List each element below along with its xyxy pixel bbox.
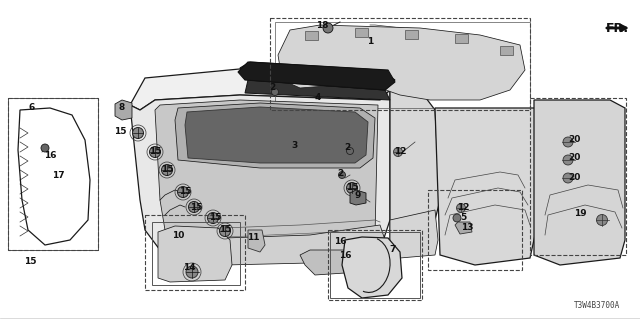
- Circle shape: [189, 202, 200, 212]
- Text: 1: 1: [367, 37, 373, 46]
- Text: 15: 15: [219, 226, 231, 235]
- Text: 15: 15: [179, 188, 191, 196]
- Text: 5: 5: [460, 213, 466, 222]
- Polygon shape: [155, 100, 378, 245]
- Bar: [270, 18, 530, 110]
- Polygon shape: [238, 62, 395, 90]
- Text: 4: 4: [315, 93, 321, 102]
- Text: 16: 16: [44, 150, 56, 159]
- Polygon shape: [455, 34, 468, 43]
- Polygon shape: [305, 31, 318, 40]
- Polygon shape: [455, 222, 472, 234]
- Text: 19: 19: [573, 209, 586, 218]
- Circle shape: [41, 144, 49, 152]
- Text: 2: 2: [269, 84, 275, 92]
- Polygon shape: [435, 108, 535, 265]
- Bar: [145, 215, 245, 290]
- Polygon shape: [300, 250, 375, 275]
- Bar: [8, 98, 98, 250]
- Polygon shape: [248, 230, 265, 252]
- Circle shape: [323, 23, 333, 33]
- Text: 15: 15: [148, 148, 161, 156]
- Circle shape: [563, 137, 573, 147]
- Text: 9: 9: [355, 191, 361, 201]
- Text: 20: 20: [568, 135, 580, 145]
- Polygon shape: [342, 237, 402, 298]
- Text: 15: 15: [346, 183, 358, 193]
- Text: 15: 15: [209, 213, 221, 222]
- Text: 7: 7: [390, 245, 396, 254]
- Polygon shape: [390, 90, 440, 250]
- Text: 11: 11: [247, 233, 259, 242]
- Polygon shape: [390, 210, 438, 258]
- Text: T3W4B3700A: T3W4B3700A: [573, 301, 620, 310]
- Text: 15: 15: [189, 203, 202, 212]
- Circle shape: [453, 214, 461, 222]
- Text: 2: 2: [344, 143, 350, 153]
- Text: 15: 15: [24, 258, 36, 267]
- Circle shape: [132, 127, 143, 139]
- Bar: [428, 190, 522, 270]
- Polygon shape: [278, 25, 525, 100]
- Polygon shape: [185, 107, 368, 163]
- Polygon shape: [160, 225, 385, 265]
- Circle shape: [220, 226, 230, 236]
- Text: 18: 18: [316, 20, 328, 29]
- Circle shape: [271, 89, 278, 95]
- Text: 16: 16: [333, 237, 346, 246]
- Text: 15: 15: [161, 165, 173, 174]
- Text: 12: 12: [394, 148, 406, 156]
- Text: 8: 8: [119, 102, 125, 111]
- Text: 14: 14: [182, 263, 195, 273]
- Polygon shape: [130, 90, 390, 260]
- Circle shape: [394, 148, 403, 156]
- Polygon shape: [500, 46, 513, 55]
- Text: 10: 10: [172, 231, 184, 241]
- Circle shape: [563, 155, 573, 165]
- Circle shape: [177, 187, 189, 197]
- Polygon shape: [245, 80, 390, 100]
- Circle shape: [186, 266, 198, 278]
- Polygon shape: [350, 190, 366, 205]
- Circle shape: [161, 164, 173, 175]
- Polygon shape: [115, 100, 132, 120]
- Polygon shape: [130, 68, 390, 110]
- Text: 15: 15: [114, 127, 126, 137]
- Text: 2: 2: [337, 170, 343, 179]
- Text: 6: 6: [29, 103, 35, 113]
- Circle shape: [346, 182, 358, 194]
- Circle shape: [150, 147, 161, 157]
- Text: 12: 12: [457, 204, 469, 212]
- Text: 20: 20: [568, 154, 580, 163]
- Text: FR.: FR.: [606, 22, 629, 35]
- Polygon shape: [355, 28, 368, 37]
- Text: 13: 13: [461, 222, 473, 231]
- Circle shape: [456, 204, 465, 212]
- Polygon shape: [240, 62, 395, 90]
- Circle shape: [563, 173, 573, 183]
- Polygon shape: [158, 226, 232, 282]
- Bar: [328, 230, 422, 300]
- Polygon shape: [175, 103, 375, 168]
- Polygon shape: [405, 30, 418, 39]
- Circle shape: [207, 212, 218, 223]
- Text: 16: 16: [339, 252, 351, 260]
- Text: 20: 20: [568, 172, 580, 181]
- Text: 17: 17: [52, 172, 64, 180]
- Circle shape: [596, 214, 607, 226]
- Bar: [530, 98, 626, 255]
- Circle shape: [346, 148, 353, 155]
- Text: 3: 3: [292, 140, 298, 149]
- Circle shape: [339, 172, 346, 179]
- Polygon shape: [534, 100, 625, 265]
